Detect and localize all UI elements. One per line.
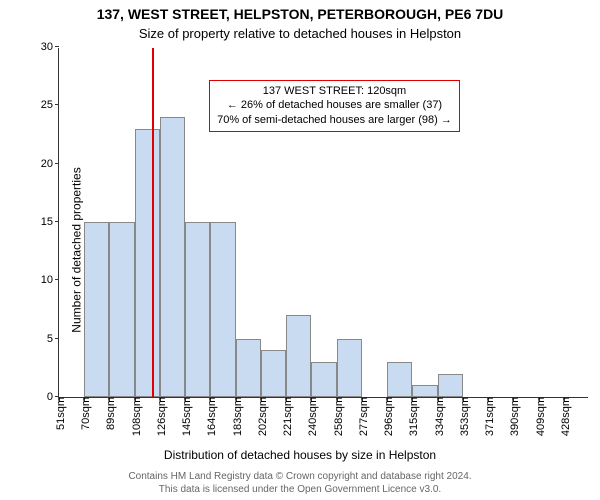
x-tick-label: 221sqm bbox=[278, 397, 294, 436]
annotation-box: 137 WEST STREET: 120sqm← 26% of detached… bbox=[209, 80, 460, 133]
histogram-bar bbox=[135, 129, 160, 397]
y-tick-label: 25 bbox=[29, 99, 59, 111]
x-tick-label: 296sqm bbox=[379, 397, 395, 436]
y-tick-mark bbox=[55, 104, 59, 105]
footer-line1: Contains HM Land Registry data © Crown c… bbox=[0, 470, 600, 483]
x-tick-label: 202sqm bbox=[253, 397, 269, 436]
chart-title-line1: 137, WEST STREET, HELPSTON, PETERBOROUGH… bbox=[0, 6, 600, 22]
attribution-footer: Contains HM Land Registry data © Crown c… bbox=[0, 470, 600, 496]
x-tick-label: 258sqm bbox=[329, 397, 345, 436]
y-tick-label: 5 bbox=[29, 333, 59, 345]
y-tick-label: 15 bbox=[29, 216, 59, 228]
x-tick-label: 70sqm bbox=[76, 397, 92, 430]
annotation-line1: 137 WEST STREET: 120sqm bbox=[217, 84, 452, 99]
x-tick-label: 240sqm bbox=[303, 397, 319, 436]
property-marker-line bbox=[152, 48, 154, 397]
y-tick-label: 10 bbox=[29, 274, 59, 286]
histogram-bar bbox=[236, 339, 261, 397]
histogram-bar bbox=[210, 222, 235, 397]
x-tick-label: 353sqm bbox=[455, 397, 471, 436]
x-tick-label: 390sqm bbox=[505, 397, 521, 436]
x-tick-label: 126sqm bbox=[152, 397, 168, 436]
x-tick-label: 183sqm bbox=[228, 397, 244, 436]
histogram-bar bbox=[109, 222, 134, 397]
histogram-bar bbox=[261, 350, 286, 397]
histogram-bar bbox=[185, 222, 210, 397]
annotation-line3: 70% of semi-detached houses are larger (… bbox=[217, 113, 452, 128]
x-tick-label: 108sqm bbox=[127, 397, 143, 436]
x-tick-label: 89sqm bbox=[101, 397, 117, 430]
histogram-bar bbox=[286, 315, 311, 397]
x-tick-label: 371sqm bbox=[480, 397, 496, 436]
y-tick-mark bbox=[55, 46, 59, 47]
y-tick-mark bbox=[55, 163, 59, 164]
x-tick-label: 315sqm bbox=[404, 397, 420, 436]
footer-line2: This data is licensed under the Open Gov… bbox=[0, 483, 600, 496]
x-tick-label: 277sqm bbox=[354, 397, 370, 436]
y-tick-mark bbox=[55, 338, 59, 339]
x-tick-label: 145sqm bbox=[177, 397, 193, 436]
histogram-bar bbox=[84, 222, 109, 397]
histogram-bar bbox=[412, 385, 437, 397]
histogram-bar bbox=[337, 339, 362, 397]
histogram-bar bbox=[160, 117, 185, 397]
y-tick-label: 20 bbox=[29, 158, 59, 170]
histogram-bar bbox=[387, 362, 412, 397]
y-tick-mark bbox=[55, 279, 59, 280]
x-tick-label: 409sqm bbox=[531, 397, 547, 436]
chart-title-line2: Size of property relative to detached ho… bbox=[0, 26, 600, 41]
x-tick-label: 51sqm bbox=[51, 397, 67, 430]
histogram-bar bbox=[438, 374, 463, 397]
y-tick-label: 30 bbox=[29, 41, 59, 53]
histogram-bar bbox=[311, 362, 336, 397]
y-tick-mark bbox=[55, 221, 59, 222]
histogram-plot: 05101520253051sqm70sqm89sqm108sqm126sqm1… bbox=[58, 48, 588, 398]
x-tick-label: 164sqm bbox=[202, 397, 218, 436]
x-tick-label: 334sqm bbox=[430, 397, 446, 436]
annotation-line2: ← 26% of detached houses are smaller (37… bbox=[217, 98, 452, 113]
x-axis-label: Distribution of detached houses by size … bbox=[0, 448, 600, 462]
x-tick-label: 428sqm bbox=[556, 397, 572, 436]
